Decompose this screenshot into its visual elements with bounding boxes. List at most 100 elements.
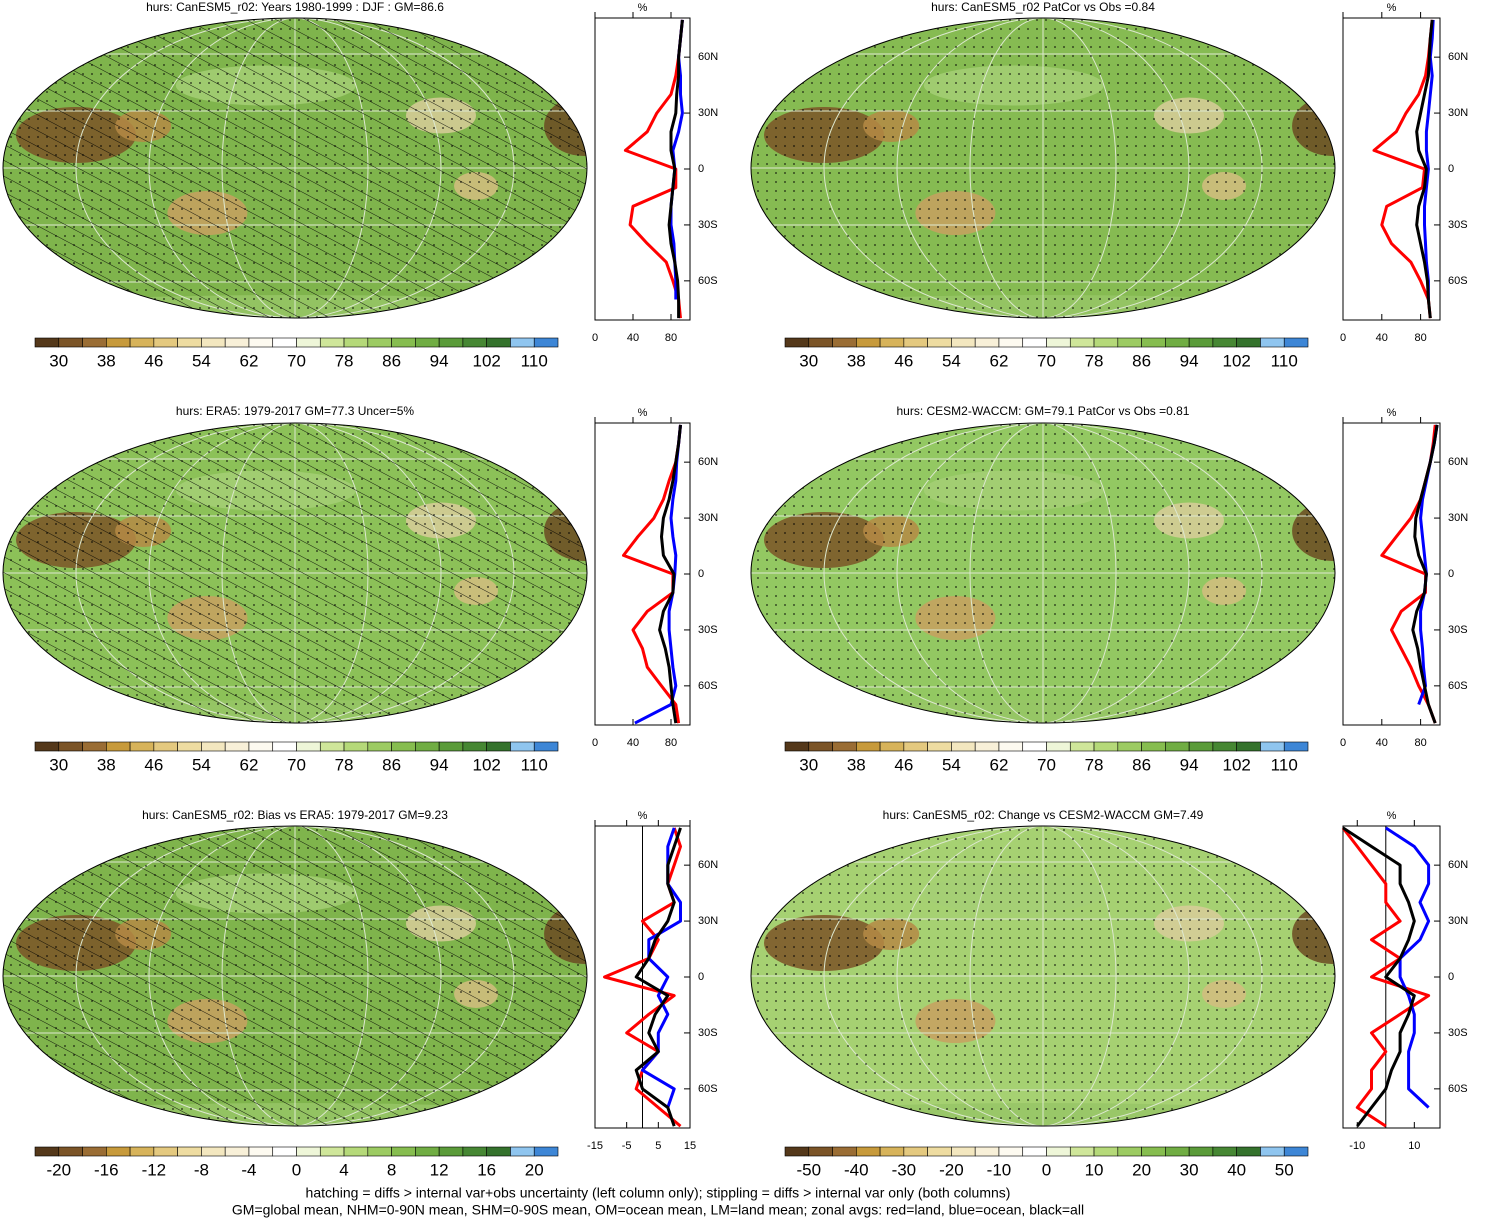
colorbar-box — [879, 741, 905, 752]
colorbar-box — [1117, 741, 1142, 752]
colorbar-box — [808, 1146, 833, 1157]
y-tick-label: 60N — [698, 456, 718, 468]
x-tick-label: 40 — [627, 737, 639, 749]
panel-title: hurs: ERA5: 1979-2017 GM=77.3 Uncer=5% — [176, 404, 414, 418]
colorbar-box — [1069, 337, 1095, 348]
x-tick-label: 80 — [665, 737, 677, 749]
colorbar-box — [533, 1146, 559, 1157]
colorbar-box — [879, 1146, 905, 1157]
x-axis-label: % — [1387, 2, 1397, 14]
colorbar-label: 62 — [989, 755, 1008, 774]
colorbar-label: 70 — [287, 755, 306, 774]
y-tick-label: 60N — [698, 51, 718, 63]
x-axis-label: % — [1387, 407, 1397, 419]
colorbar-label: 94 — [430, 755, 449, 774]
colorbar-box — [415, 1146, 440, 1157]
colorbar-box — [951, 337, 976, 348]
colorbar-label: 110 — [1271, 755, 1298, 774]
colorbar-box — [1046, 337, 1071, 348]
colorbar-label: -50 — [796, 1160, 821, 1179]
colorbar-label: 78 — [1085, 755, 1104, 774]
x-tick-label: 0 — [1340, 737, 1346, 749]
x-tick-label: 40 — [627, 332, 639, 344]
colorbar-box — [296, 741, 321, 752]
colorbar-box — [415, 337, 440, 348]
colorbar-label: 78 — [335, 755, 354, 774]
colorbar-label: 54 — [942, 755, 961, 774]
x-tick-label: 10 — [1408, 1140, 1420, 1152]
colorbar-box — [153, 741, 178, 752]
zonal-line — [634, 827, 682, 1127]
colorbar-box — [510, 1146, 535, 1157]
colorbar-box — [201, 741, 226, 752]
colorbar-box — [1141, 337, 1166, 348]
zonal-line — [622, 424, 682, 724]
colorbar-label: -20 — [46, 1160, 71, 1179]
colorbar-label: -30 — [892, 1160, 917, 1179]
colorbar-box — [974, 1146, 1000, 1157]
y-tick-label: 0 — [698, 971, 704, 983]
map-body — [3, 826, 587, 1126]
colorbar-box — [832, 337, 857, 348]
zonal-line — [603, 827, 682, 1128]
x-tick-label: 40 — [1376, 737, 1388, 749]
map-border — [750, 17, 1336, 319]
colorbar-box — [1188, 337, 1214, 348]
colorbar-label: 40 — [1227, 1160, 1246, 1179]
colorbar-box — [856, 1146, 881, 1157]
y-tick-label: 30N — [698, 915, 718, 927]
y-tick-label: 60N — [1448, 51, 1468, 63]
y-tick-label: 30S — [1448, 1027, 1468, 1039]
map — [750, 17, 1336, 319]
colorbar-box — [486, 741, 511, 752]
colorbar-box — [1165, 741, 1190, 752]
colorbar-label: 8 — [387, 1160, 396, 1179]
colorbar-box — [832, 741, 857, 752]
hatching — [3, 18, 587, 318]
colorbar-box — [903, 337, 928, 348]
colorbar-box — [153, 1146, 178, 1157]
colorbar-box — [224, 1146, 250, 1157]
colorbar-box — [1046, 741, 1071, 752]
colorbar-label: 30 — [799, 351, 818, 370]
colorbar-box — [1141, 1146, 1166, 1157]
colorbar-box — [415, 741, 440, 752]
x-axis-label: % — [638, 2, 648, 14]
x-tick-label: -10 — [1349, 1140, 1365, 1152]
y-tick-label: 30N — [1448, 915, 1468, 927]
colorbar-label: 102 — [1222, 351, 1250, 370]
y-tick-label: 30S — [698, 219, 718, 231]
colorbar-box — [129, 741, 155, 752]
colorbar-box — [1212, 1146, 1237, 1157]
colorbar-box — [391, 337, 416, 348]
colorbar-box — [784, 337, 810, 348]
y-tick-label: 0 — [1448, 163, 1454, 175]
colorbar-box — [1093, 741, 1119, 752]
y-tick-label: 30N — [698, 107, 718, 119]
colorbar-label: 62 — [239, 755, 258, 774]
panel-title: hurs: CanESM5_r02: Bias vs ERA5: 1979-20… — [142, 808, 448, 822]
colorbar-box — [486, 337, 511, 348]
colorbar-box — [367, 741, 392, 752]
colorbar-box — [927, 741, 952, 752]
map-border — [2, 17, 588, 319]
map-border — [2, 825, 588, 1127]
colorbar-box — [391, 741, 416, 752]
colorbar-box — [248, 741, 274, 752]
x-tick-label: 0 — [592, 737, 598, 749]
colorbar-box — [1093, 337, 1119, 348]
colorbar-box — [951, 1146, 976, 1157]
colorbar-box — [58, 1146, 83, 1157]
colorbar-box — [1212, 337, 1237, 348]
map-border — [750, 422, 1336, 724]
colorbar-box — [438, 1146, 464, 1157]
y-tick-label: 0 — [698, 163, 704, 175]
hatching — [3, 826, 587, 1126]
colorbar-box — [201, 1146, 226, 1157]
colorbar-box — [808, 741, 833, 752]
y-tick-label: 0 — [1448, 568, 1454, 580]
colorbar-box — [462, 337, 487, 348]
y-tick-label: 60S — [1448, 680, 1468, 692]
colorbar-box — [1046, 1146, 1071, 1157]
y-tick-label: 60N — [1448, 859, 1468, 871]
